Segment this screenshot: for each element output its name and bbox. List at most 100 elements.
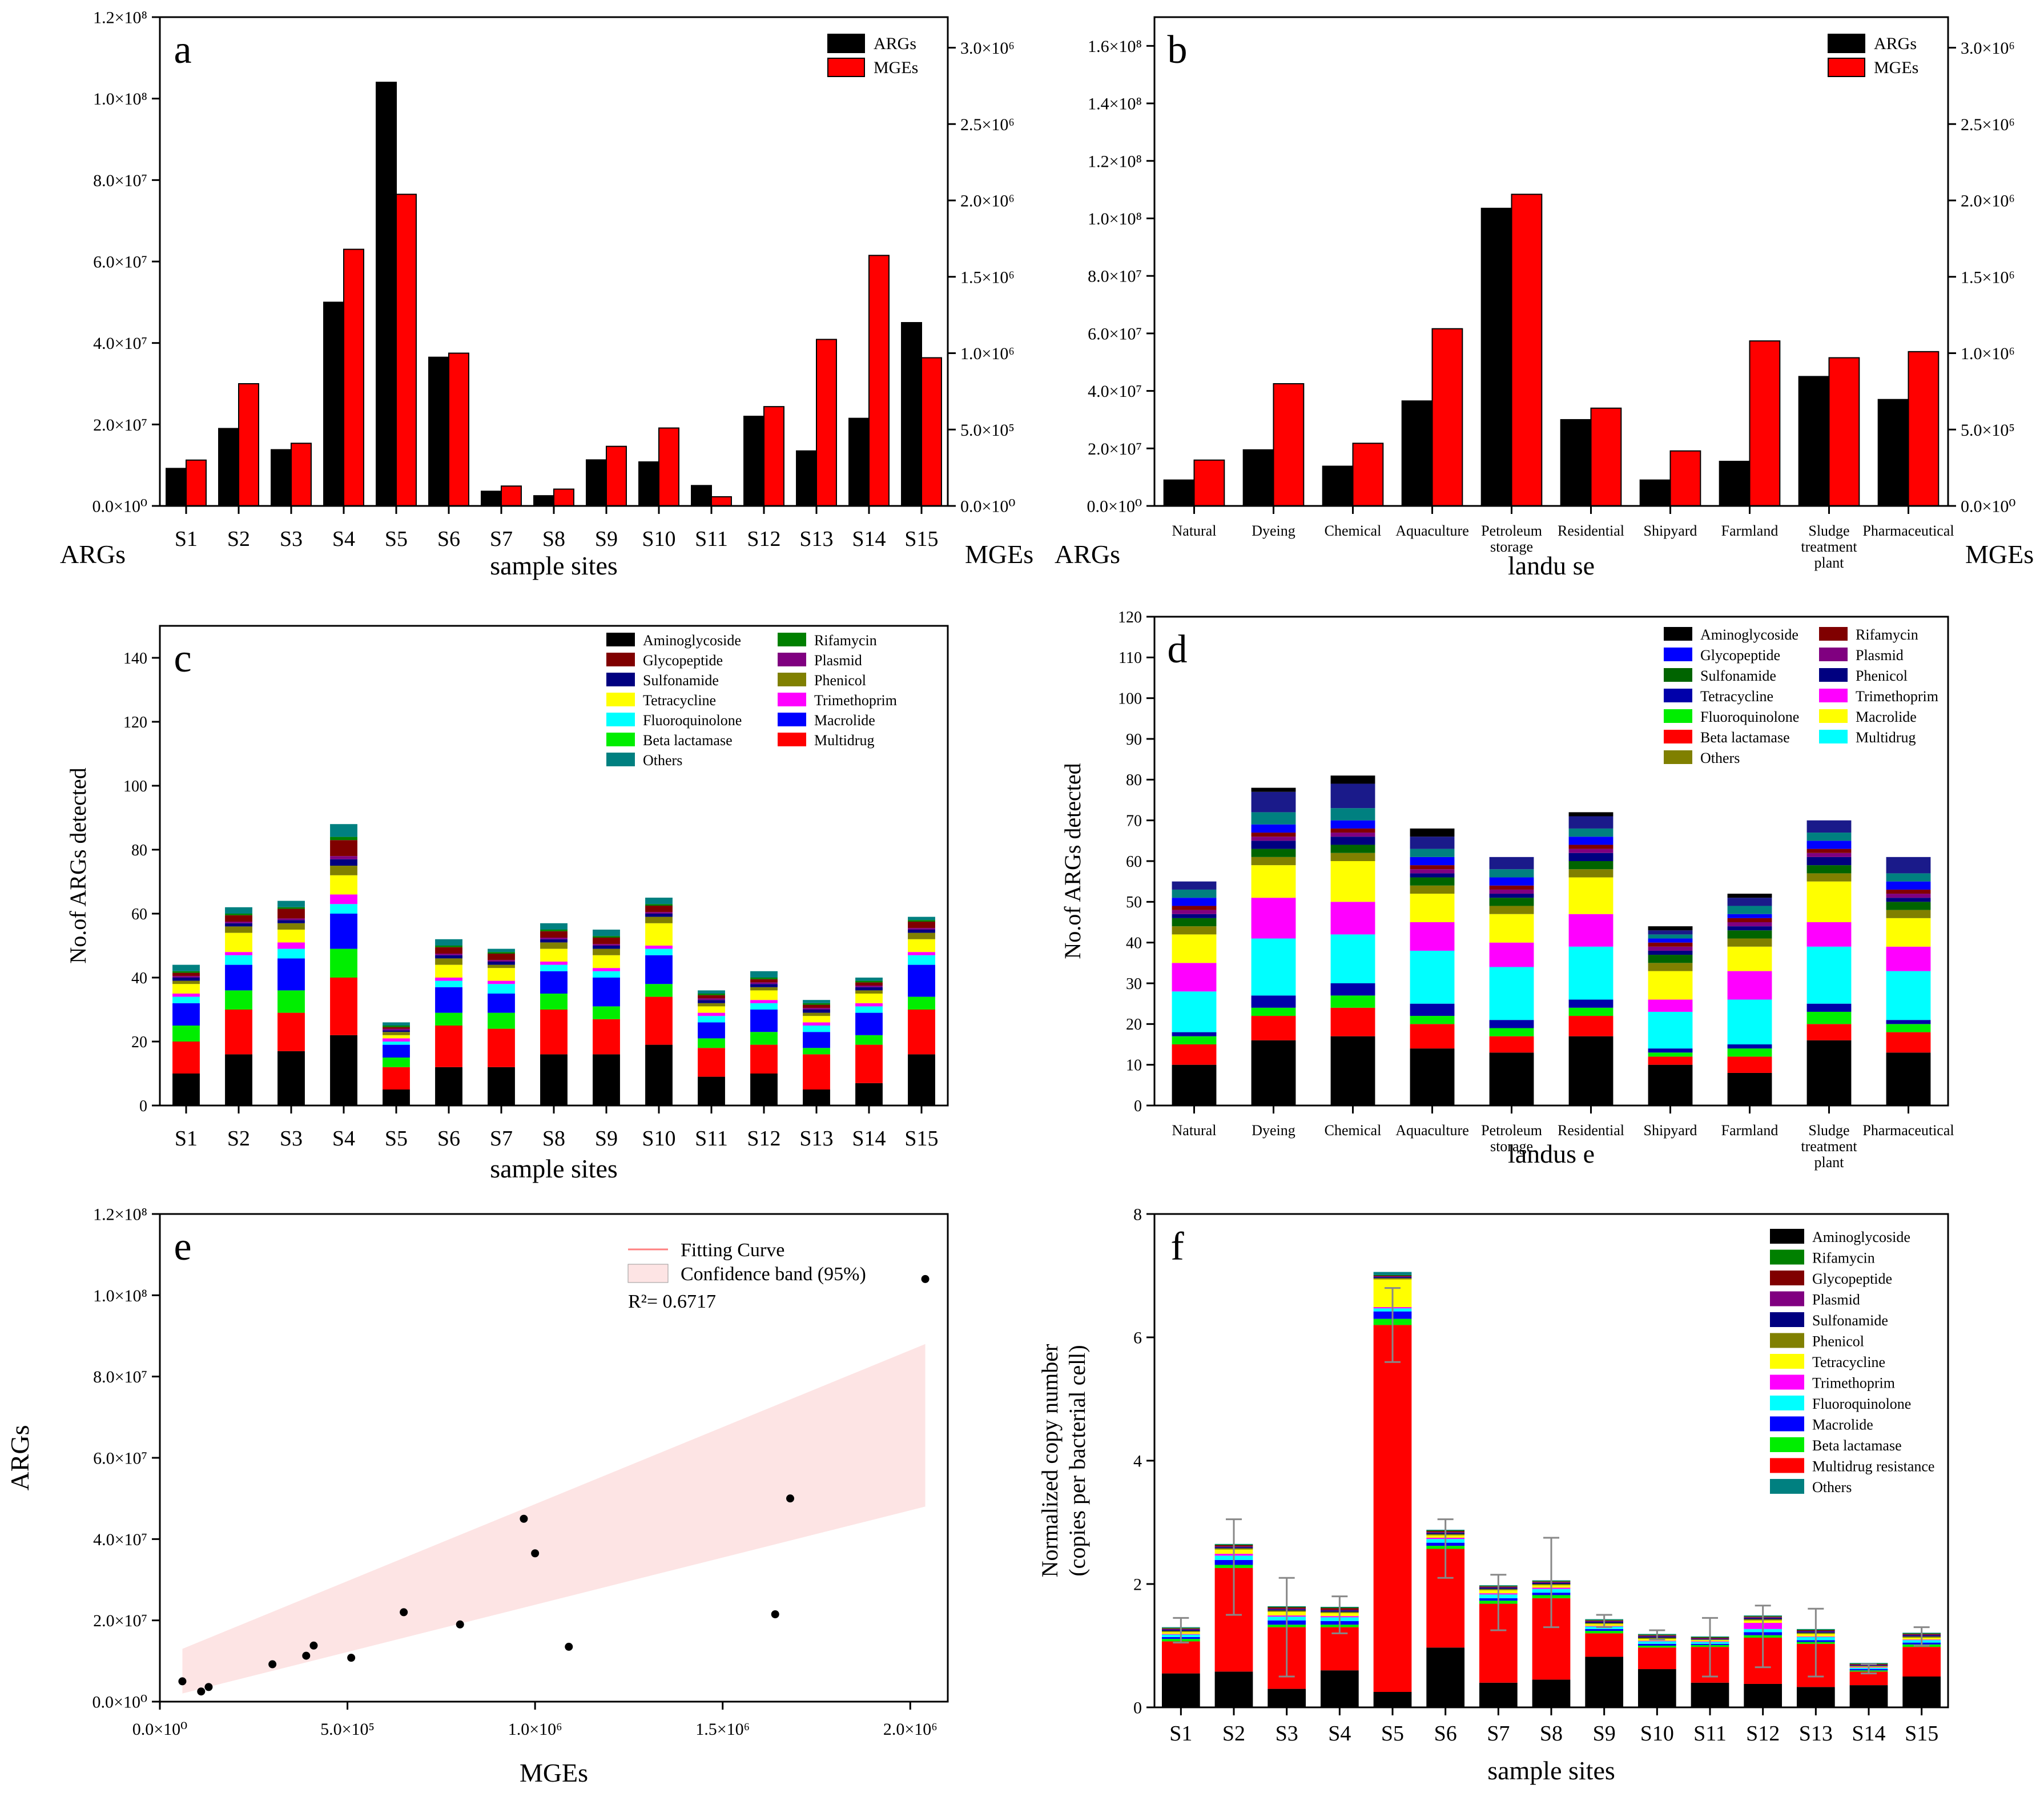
stack-segment: [593, 971, 620, 978]
stack-segment: [488, 980, 515, 984]
stack-segment: [1568, 946, 1614, 1000]
stack-segment: [1886, 971, 1931, 1020]
legend-swatch: [1819, 689, 1848, 702]
r-squared-annotation: R²= 0.6717: [628, 1291, 716, 1312]
stack-segment: [277, 920, 305, 923]
stack-segment: [1568, 812, 1614, 817]
stack-segment: [1806, 833, 1852, 841]
stack-segment: [1172, 881, 1217, 890]
legend-label: Confidence band (95%): [681, 1264, 866, 1285]
stack-segment: [277, 942, 305, 949]
stack-segment: [645, 898, 673, 904]
legend-swatch: [606, 693, 635, 706]
bar-mges: [1273, 383, 1305, 506]
legend-swatch: [1828, 58, 1865, 77]
legend-swatch: [1770, 1458, 1804, 1473]
stack-segment: [383, 1028, 410, 1031]
y-tick-label: 0.0×10⁰: [92, 497, 147, 516]
bar-args: [533, 495, 554, 507]
y-tick-label: 1.2×10⁸: [93, 9, 147, 27]
stack-segment: [593, 968, 620, 971]
legend-swatch: [606, 753, 635, 766]
legend-swatch: [1770, 1479, 1804, 1494]
legend-label: Fluoroquinolone: [1700, 709, 1799, 725]
y-tick-label: 8: [1133, 1205, 1142, 1224]
stack-segment: [908, 939, 935, 952]
legend-swatch: [606, 733, 635, 746]
legend-swatch: [1819, 730, 1848, 743]
legend-label: Trimethoprim: [1812, 1375, 1895, 1392]
stack-segment: [1727, 918, 1772, 922]
stack-segment: [1489, 942, 1534, 967]
stack-segment: [593, 938, 620, 944]
bar-args: [691, 485, 713, 506]
y-tick-label: 1.2×10⁸: [1088, 152, 1142, 171]
stack-segment: [855, 990, 883, 994]
stack-segment: [593, 946, 620, 949]
stack-segment: [277, 1051, 305, 1105]
panel-letter: c: [174, 637, 191, 681]
legend-label: Fitting Curve: [681, 1240, 784, 1261]
legend-swatch: [1770, 1333, 1804, 1348]
x-tick-label: S1: [175, 1127, 198, 1151]
stack-segment: [1172, 1064, 1217, 1105]
legend-label: Fluoroquinolone: [1812, 1396, 1911, 1412]
bar-args: [1560, 419, 1592, 506]
stack-segment: [1489, 1028, 1534, 1036]
stack-segment: [1585, 1631, 1624, 1634]
y2-axis-label: MGEs: [965, 540, 1033, 569]
stack-segment: [908, 928, 935, 930]
stack-segment: [908, 932, 935, 939]
x-tick-label: S12: [747, 527, 780, 551]
legend-label: Glycopeptide: [1812, 1271, 1892, 1287]
stack-segment: [225, 914, 252, 915]
x-tick-label: S10: [642, 527, 675, 551]
data-point: [520, 1514, 528, 1523]
y-tick-label: 0: [139, 1098, 147, 1115]
x-tick-label: Residential: [1558, 522, 1624, 539]
legend-label: Glycopeptide: [1700, 647, 1780, 664]
stack-segment: [908, 1010, 935, 1055]
stack-segment: [1648, 938, 1693, 943]
stack-segment: [172, 996, 200, 1003]
stack-segment: [698, 1006, 725, 1013]
x-tick-label: S15: [904, 1127, 938, 1151]
x-tick-label: Sludge: [1808, 1122, 1849, 1139]
stack-segment: [172, 1074, 200, 1105]
y-tick-label: 1.0×10⁸: [1088, 210, 1142, 228]
stack-segment: [1806, 841, 1852, 849]
stack-segment: [1727, 914, 1772, 918]
stack-segment: [1648, 942, 1693, 947]
stack-segment: [1373, 1278, 1412, 1280]
stack-segment: [1410, 922, 1455, 951]
stack-segment: [1251, 849, 1296, 857]
stack-segment: [1251, 938, 1296, 996]
stack-segment: [383, 1058, 410, 1067]
stack-segment: [225, 922, 252, 923]
stack-segment: [1806, 873, 1852, 882]
bar-args: [848, 417, 870, 507]
stack-segment: [488, 964, 515, 968]
stack-segment: [750, 1003, 778, 1010]
data-point: [565, 1642, 573, 1651]
x-tick-label: Dyeing: [1252, 522, 1295, 539]
stack-segment: [435, 987, 462, 1013]
legend-label: Rifamycin: [814, 632, 877, 649]
bar-args: [1401, 400, 1433, 507]
x-tick-label: S14: [852, 527, 886, 551]
legend-label: Glycopeptide: [643, 652, 723, 669]
stack-segment: [908, 996, 935, 1010]
legend-swatch: [1664, 750, 1692, 764]
stack-segment: [1568, 853, 1614, 861]
stack-segment: [1489, 906, 1534, 914]
stack-segment: [330, 824, 357, 837]
stack-segment: [277, 900, 305, 907]
legend-label: Phenicol: [814, 672, 866, 689]
stack-segment: [172, 1042, 200, 1074]
legend-swatch: [1770, 1354, 1804, 1369]
stack-segment: [435, 978, 462, 981]
x-tick-label: S15: [1905, 1722, 1938, 1746]
x-tick-label: 1.0×10⁶: [508, 1720, 562, 1739]
stack-segment: [750, 984, 778, 987]
stack-segment: [1330, 828, 1375, 833]
